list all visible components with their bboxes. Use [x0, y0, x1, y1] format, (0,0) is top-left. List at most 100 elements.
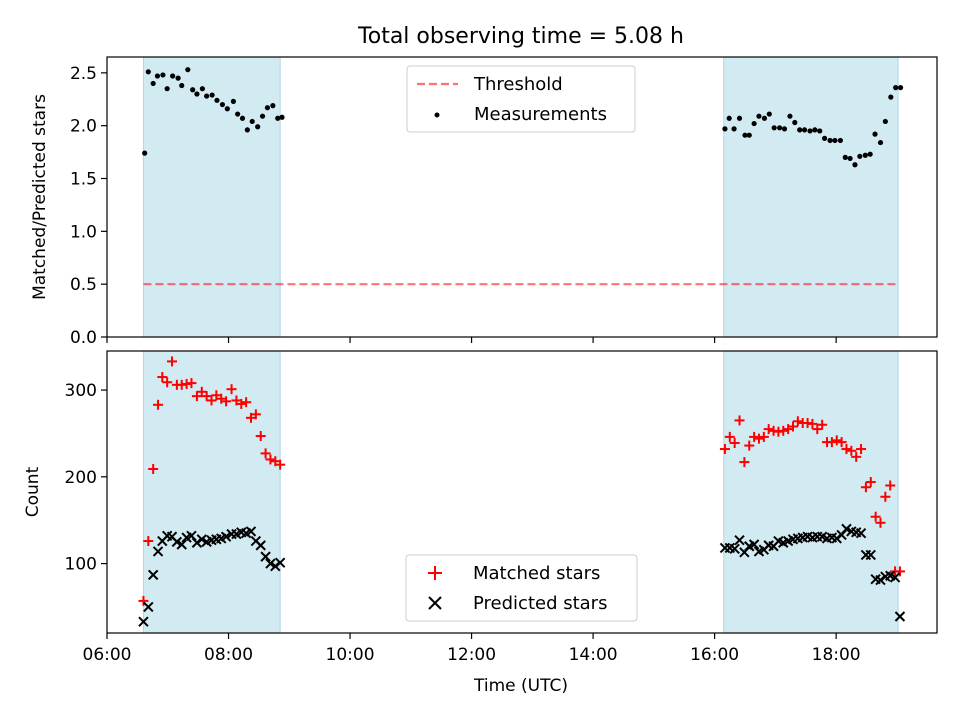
measurement-point	[214, 97, 220, 103]
predicted-star-point	[143, 601, 154, 613]
matched-star-point	[186, 378, 197, 389]
measurement-point	[224, 106, 230, 112]
predicted-star-point	[734, 534, 745, 546]
measurement-point	[787, 113, 793, 119]
matched-star-point	[729, 437, 740, 448]
measurement-point	[239, 115, 246, 121]
measurement-point	[736, 115, 743, 121]
y-tick-label: 0.5	[70, 275, 97, 295]
measurement-point	[185, 67, 191, 73]
x-tick-label: 12:00	[447, 645, 496, 665]
predicted-star-point	[894, 611, 906, 622]
measurement-point	[821, 135, 828, 141]
top-legend-frame	[406, 65, 636, 133]
matched-star-point	[138, 595, 149, 606]
predicted-star-point	[152, 546, 164, 557]
measurement-point	[190, 87, 196, 93]
measurement-point	[244, 127, 250, 133]
matched-star-point	[885, 480, 896, 491]
matched-star-point	[206, 395, 217, 406]
matched-star-point	[191, 391, 202, 402]
predicted-star-point	[255, 540, 266, 551]
measurement-point	[154, 73, 161, 79]
matched-star-point	[260, 448, 271, 459]
matched-star-point	[719, 444, 730, 455]
predicted-star-point	[855, 528, 867, 539]
measurement-point	[219, 101, 226, 108]
matched-star-point	[851, 451, 862, 462]
measurement-point	[888, 94, 894, 100]
bottom-axes-frame	[106, 350, 938, 634]
measurement-point	[175, 75, 181, 81]
matched-star-point	[763, 424, 774, 435]
measurement-point	[867, 151, 873, 157]
predicted-star-point	[138, 616, 149, 627]
measurement-point	[249, 118, 255, 125]
top-plot-data	[142, 67, 904, 286]
predicted-star-point	[748, 539, 760, 550]
threshold-legend-label: Threshold	[473, 74, 563, 95]
matched-star-point	[831, 435, 842, 446]
measurement-point	[259, 113, 266, 119]
measurement-point	[230, 98, 236, 104]
matched-star-point	[894, 566, 905, 577]
measurement-point	[897, 85, 904, 91]
predicted-star-point	[245, 526, 257, 537]
y-tick-label: 300	[65, 381, 97, 401]
shaded-interval-1	[142, 350, 281, 634]
predicted-star-point	[889, 572, 901, 583]
matched-legend-swatch	[428, 566, 442, 580]
top-y-axis-label: Matched/Predicted stars	[30, 94, 50, 300]
measurement-point	[777, 125, 783, 131]
matched-star-point	[275, 459, 286, 470]
matched-legend-label: Matched stars	[473, 563, 600, 584]
measurement-point	[145, 69, 151, 75]
measurement-point	[812, 127, 818, 133]
measurement-point	[270, 103, 276, 109]
measurement-point	[842, 154, 848, 160]
measurement-point	[893, 85, 899, 91]
matched-star-point	[778, 425, 789, 436]
measurement-point	[264, 105, 271, 111]
measurement-point	[199, 86, 205, 92]
matched-star-point	[201, 391, 212, 402]
top-y-ticks: 0.0 0.5 1.0 1.5 2.0 2.5	[70, 64, 107, 348]
matched-star-point	[157, 372, 168, 383]
matched-star-point	[226, 384, 237, 395]
measurement-point	[275, 115, 281, 121]
matched-star-point	[153, 399, 164, 410]
measurement-point	[877, 139, 884, 146]
predicted-star-point	[729, 543, 740, 555]
predicted-star-point	[147, 569, 159, 581]
top-legend: Threshold Measurements	[406, 65, 636, 133]
measurement-point	[160, 72, 166, 78]
measurement-point	[862, 152, 868, 158]
measurement-point	[279, 114, 285, 120]
measurement-point	[742, 132, 748, 138]
measurement-point	[807, 128, 813, 134]
matched-star-point	[250, 409, 261, 420]
measurement-point	[832, 137, 838, 144]
measurement-point	[731, 126, 737, 132]
y-tick-label: 0.0	[70, 328, 97, 348]
x-axis-label: Time (UTC)	[473, 676, 568, 696]
matched-star-point	[841, 444, 852, 455]
measurement-point	[746, 132, 752, 138]
predicted-star-point	[171, 536, 183, 548]
predicted-legend-swatch	[428, 596, 442, 610]
measurement-point	[170, 73, 176, 79]
measurement-point	[756, 113, 762, 119]
y-tick-label: 1.5	[70, 170, 97, 190]
matched-star-point	[880, 491, 891, 502]
matched-star-point	[807, 418, 818, 429]
matched-star-point	[758, 431, 769, 442]
measurement-point	[817, 128, 823, 134]
matched-star-point	[875, 517, 886, 528]
y-tick-label: 2.5	[70, 64, 97, 84]
matched-star-point	[870, 511, 881, 522]
x-tick-label: 10:00	[326, 645, 375, 665]
top-shaded-regions	[142, 56, 899, 338]
matched-star-point	[846, 445, 857, 456]
matched-star-point	[265, 454, 276, 465]
matched-star-point	[148, 464, 159, 475]
